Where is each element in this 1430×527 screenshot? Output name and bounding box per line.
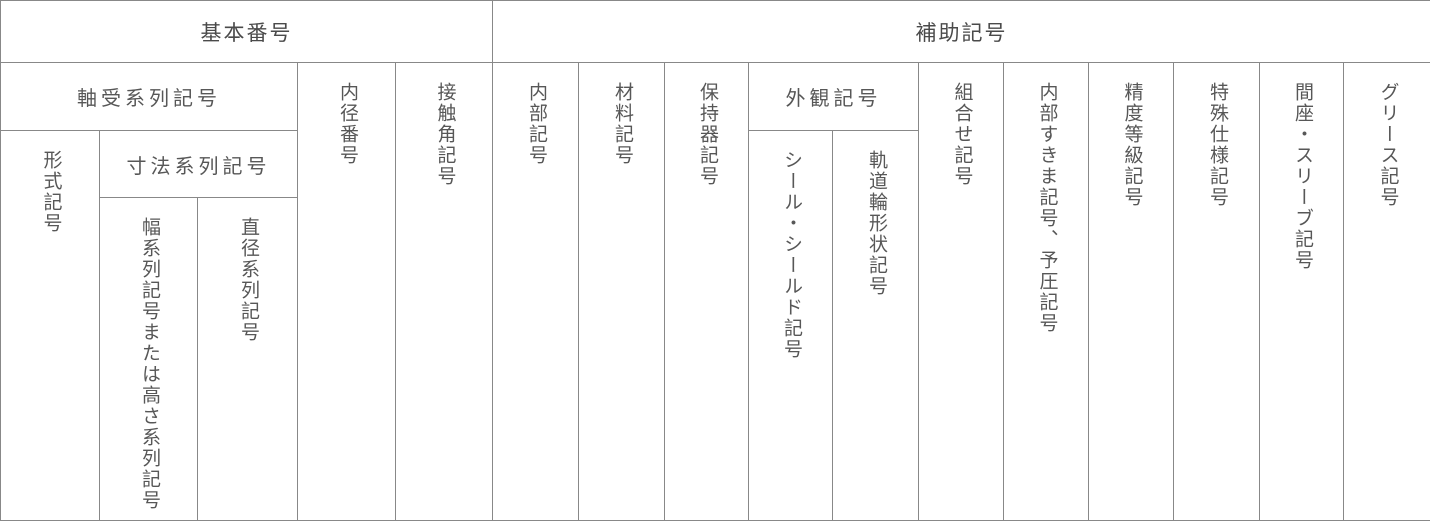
col-header-cage-symbol: 保持器記号 [664,62,750,521]
col-header-clearance-preload-symbol: 内部すきま記号、予圧記号 [1003,62,1090,521]
col-header-combination-symbol: 組合せ記号 [918,62,1005,521]
group-header-row: 軸受系列記号 内径番号 接触角記号 内部記号 材料記号 保持器記号 外観記号 組… [0,62,1430,521]
sub-header-row: 形式記号 寸法系列記号 シール・シールド記号 軌道輪形状記号 [0,130,1430,521]
group-header-appearance: 外観記号 [748,62,920,131]
col-header-diameter-series-symbol: 直径系列記号 [197,197,298,521]
col-header-bore-number: 内径番号 [297,62,396,521]
section-header-basic-number: 基本番号 [0,0,494,63]
col-header-contact-angle: 接触角記号 [394,62,494,521]
col-header-special-spec-symbol: 特殊仕様記号 [1173,62,1261,521]
col-header-material-symbol: 材料記号 [578,62,666,521]
group-header-bearing-series: 軸受系列記号 [0,62,298,131]
col-header-type-symbol: 形式記号 [0,130,100,521]
col-header-seal-shield-symbol: シール・シールド記号 [748,130,834,521]
col-header-raceway-shape-symbol: 軌道輪形状記号 [832,130,920,521]
leaf-header-row: 幅系列記号または高さ系列記号 直径系列記号 [1,197,1430,521]
col-header-width-series-symbol: 幅系列記号または高さ系列記号 [99,197,198,521]
col-header-spacer-sleeve-symbol: 間座・スリーブ記号 [1259,62,1345,521]
group-header-dimension-series: 寸法系列記号 [99,130,298,198]
section-header-auxiliary-symbols: 補助記号 [492,0,1430,63]
col-header-accuracy-grade-symbol: 精度等級記号 [1088,62,1175,521]
col-header-grease-symbol: グリース記号 [1343,62,1430,521]
col-header-internal-symbol: 内部記号 [492,62,580,521]
top-header-row: 基本番号 補助記号 [0,0,1430,63]
